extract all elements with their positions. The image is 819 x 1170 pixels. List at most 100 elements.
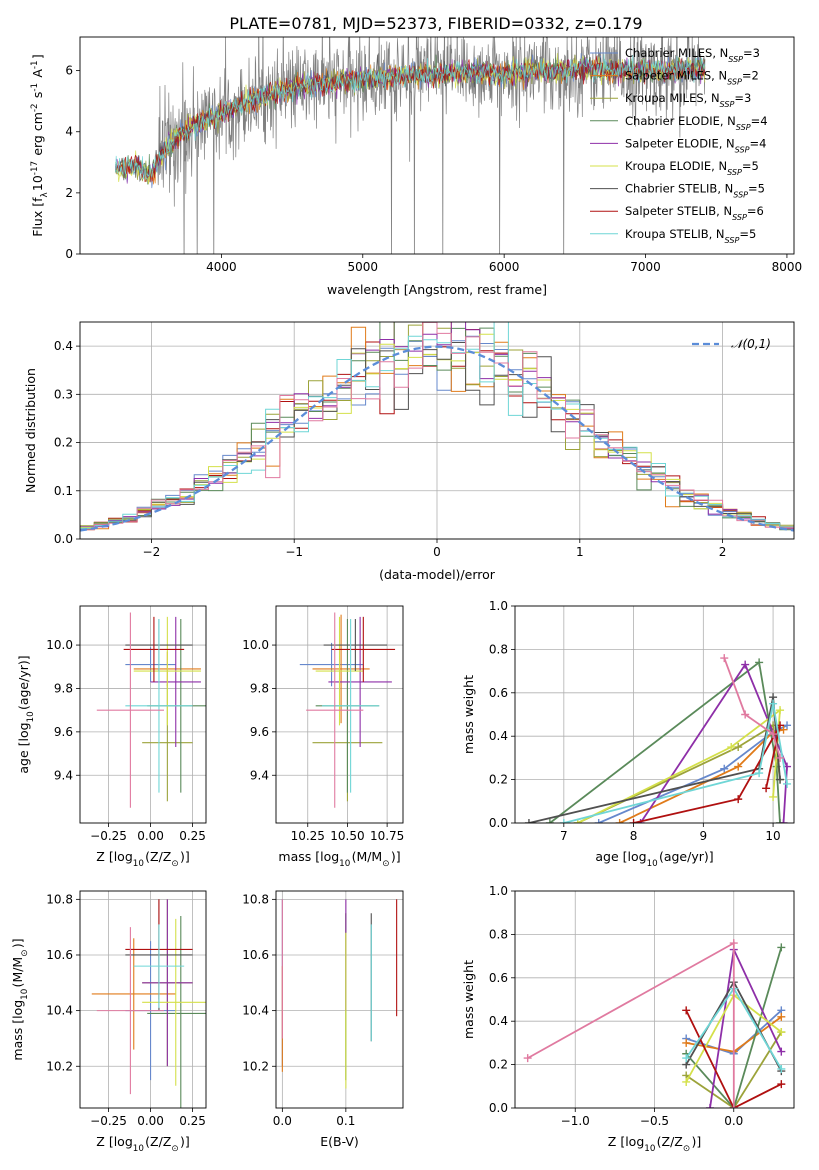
y-tick-label: 9.8 <box>250 681 269 695</box>
age-vs-mass-panel: 10.25 10.50 10.75 9.4 9.6 9.8 10.0 mass [log10 … <box>242 605 404 869</box>
plot-area <box>281 899 398 1089</box>
x-tick-label: 0.00 <box>137 829 164 843</box>
x-tick-label: 0.00 <box>137 1114 164 1128</box>
x-tick-label: 10 <box>765 829 780 843</box>
mass-weight-marker <box>776 775 785 784</box>
mass-weight-marker <box>777 1047 786 1056</box>
mass-weight-line <box>685 1031 783 1108</box>
mass-weight-marker <box>783 721 792 730</box>
mass-weight-marker <box>777 1064 786 1073</box>
mass-weight-marker <box>615 819 624 823</box>
mass-weight-marker <box>734 762 743 771</box>
x-axis-label: Z [log10 (Z/Z⊙ )] <box>96 1134 189 1154</box>
plot-area <box>114 37 706 254</box>
mass-weight-marker <box>769 792 778 801</box>
observed-spectrum-line <box>114 37 706 254</box>
mass-weight-line <box>723 657 781 759</box>
y-tick-label: 0 <box>65 247 73 261</box>
y-tick-label: 2 <box>65 186 73 200</box>
mass-weight-line <box>528 696 781 823</box>
mass-weight-marker <box>682 1077 691 1086</box>
legend-entry: Kroupa ELODIE, NSSP=5 <box>625 159 759 177</box>
axes-frame <box>79 605 207 824</box>
y-tick-label: 9.8 <box>54 681 73 695</box>
x-tick-label: 10.25 <box>291 829 325 843</box>
x-tick-label: 8 <box>630 829 638 843</box>
y-tick-label: 4 <box>65 125 73 139</box>
mass-weight-marker <box>777 1080 786 1089</box>
y-tick-label: 6 <box>65 64 73 78</box>
plot-area <box>96 612 206 808</box>
mass-weight-marker <box>729 1104 738 1108</box>
mass-weight-marker <box>741 710 750 719</box>
figure-title: PLATE=0781, MJD=52373, FIBERID=0332, z=0… <box>229 14 642 33</box>
legend-entry: 𝒩(0,1) <box>731 337 771 351</box>
plot-area <box>523 939 786 1108</box>
y-axis-label: age [log10 (age/yr)] <box>16 655 36 773</box>
mass-weight-marker <box>682 1038 691 1047</box>
mass-weight-marker <box>559 819 568 823</box>
spectrum-panel: 4000 5000 6000 7000 8000 0 2 4 6 wavelength [Angs… <box>30 36 802 297</box>
mass-weight-marker <box>779 819 788 823</box>
x-tick-label: 10.50 <box>330 829 364 843</box>
x-tick-label: −1.0 <box>561 1114 590 1128</box>
axes-frame <box>79 36 795 255</box>
x-tick-label: −0.5 <box>640 1114 669 1128</box>
mass-weight-marker <box>720 654 729 663</box>
y-tick-label: 9.4 <box>54 768 73 782</box>
mass-weight-marker <box>594 819 603 823</box>
x-axis-label: Z [log10 (Z/Z⊙ )] <box>96 849 189 869</box>
y-axis-label: Normed distribution <box>23 368 38 493</box>
y-tick-label: 10.8 <box>242 892 269 906</box>
mass-weight-marker <box>755 769 764 778</box>
y-tick-label: 0.8 <box>489 642 508 656</box>
x-axis-label: age [log10 (age/yr)] <box>595 849 713 869</box>
mass-weight-marker <box>755 658 764 667</box>
mass-weight-line <box>563 703 788 823</box>
plot-area <box>91 899 206 1108</box>
y-tick-label: 0.2 <box>54 436 73 450</box>
y-tick-label: 0.0 <box>54 532 73 546</box>
x-tick-label: 6000 <box>489 260 520 274</box>
mass-weight-line <box>709 946 783 1108</box>
y-tick-label: 0.6 <box>489 971 508 985</box>
mass-weight-marker <box>720 764 729 773</box>
y-axis-label: Flux [fλ 10-17 erg cm-2 s-1 A-1 ] <box>30 54 50 237</box>
x-tick-label: 7 <box>560 829 568 843</box>
mass-weight-marker <box>727 743 736 752</box>
x-axis-label: wavelength [Angstrom, rest frame] <box>327 282 547 297</box>
mass-weight-marker <box>523 1054 532 1063</box>
mass-weight-line <box>549 660 781 823</box>
y-tick-label: 0.2 <box>489 773 508 787</box>
y-tick-label: 10.8 <box>46 892 73 906</box>
y-tick-label: 0.3 <box>54 387 73 401</box>
y-tick-label: 10.4 <box>46 1004 73 1018</box>
x-tick-label: −0.25 <box>90 1114 127 1128</box>
x-tick-label: −1 <box>285 545 303 559</box>
x-tick-label: 7000 <box>630 260 661 274</box>
x-tick-label: 0.25 <box>179 1114 206 1128</box>
y-tick-label: 9.4 <box>250 768 269 782</box>
axes-frame <box>79 321 795 540</box>
mass-weight-marker <box>776 706 785 715</box>
mass-weight-marker <box>762 784 771 793</box>
massweight-vs-metallicity-panel: −1.0 −0.5 0.0 0.0 0.2 0.4 0.6 0.8 1.0 Z [log10 (Z… <box>461 884 795 1154</box>
residuals-panel: −2 −1 0 1 2 0.0 0.1 0.2 0.3 0.4 (data-model)/error… <box>23 321 795 582</box>
mass-weight-marker <box>777 1012 786 1021</box>
x-axis-label: (data-model)/error <box>379 567 496 582</box>
mass-weight-marker <box>776 819 785 823</box>
y-tick-label: 10.6 <box>242 948 269 962</box>
y-tick-label: 1.0 <box>489 884 508 898</box>
x-axis-label: mass [log10 (M/M⊙ )] <box>278 849 400 869</box>
y-tick-label: 10.0 <box>46 638 73 652</box>
y-tick-label: 10.2 <box>242 1059 269 1073</box>
mass-weight-marker <box>783 779 792 788</box>
mass-weight-line <box>685 1010 782 1108</box>
y-tick-label: 0.2 <box>489 1058 508 1072</box>
x-axis-label: E(B-V) <box>320 1134 359 1149</box>
legend-entry: Salpeter ELODIE, NSSP=4 <box>625 136 766 154</box>
mass-weight-line <box>577 708 782 823</box>
legend-entry: Salpeter MILES, NSSP=2 <box>625 69 759 87</box>
legend-entry: Chabrier MILES, NSSP=3 <box>625 46 760 64</box>
